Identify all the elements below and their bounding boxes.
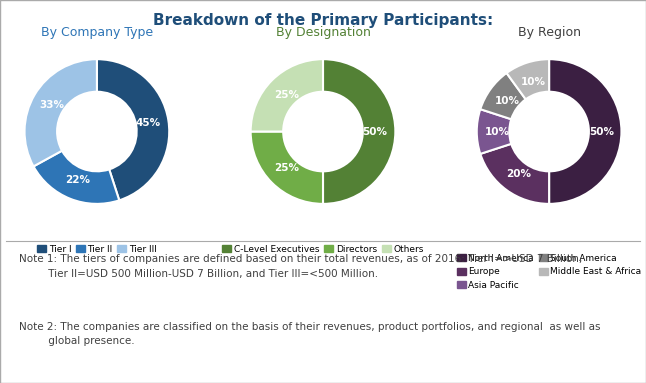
Text: 50%: 50% [362, 126, 388, 136]
Text: 45%: 45% [136, 118, 161, 128]
Text: 10%: 10% [494, 96, 519, 106]
Text: Note 1: The tiers of companies are defined based on their total revenues, as of : Note 1: The tiers of companies are defin… [19, 254, 583, 279]
Legend: C-Level Executives, Directors, Others: C-Level Executives, Directors, Others [219, 241, 427, 257]
Wedge shape [323, 59, 395, 204]
Wedge shape [97, 59, 169, 200]
Text: 25%: 25% [274, 164, 298, 173]
Text: 25%: 25% [274, 90, 298, 100]
Text: Breakdown of the Primary Participants:: Breakdown of the Primary Participants: [153, 13, 493, 28]
Text: 10%: 10% [521, 77, 545, 87]
Wedge shape [480, 73, 526, 119]
Text: 10%: 10% [484, 126, 510, 136]
Wedge shape [34, 151, 120, 204]
Title: By Region: By Region [517, 26, 581, 39]
Wedge shape [477, 109, 511, 154]
Title: By Company Type: By Company Type [41, 26, 153, 39]
Wedge shape [549, 59, 621, 204]
Legend: North America, Europe, Asia Pacific, South America, Middle East & Africa: North America, Europe, Asia Pacific, Sou… [453, 250, 645, 293]
Text: Note 2: The companies are classified on the basis of their revenues, product por: Note 2: The companies are classified on … [19, 322, 601, 346]
Text: 22%: 22% [65, 175, 90, 185]
Legend: Tier I, Tier II, Tier III: Tier I, Tier II, Tier III [34, 241, 160, 257]
Title: By Designation: By Designation [276, 26, 370, 39]
Wedge shape [251, 59, 323, 131]
Text: 20%: 20% [506, 169, 531, 179]
Wedge shape [251, 131, 323, 204]
Text: 33%: 33% [39, 100, 65, 110]
Wedge shape [506, 59, 549, 99]
Text: 50%: 50% [589, 126, 614, 136]
Wedge shape [480, 144, 549, 204]
Wedge shape [25, 59, 97, 166]
